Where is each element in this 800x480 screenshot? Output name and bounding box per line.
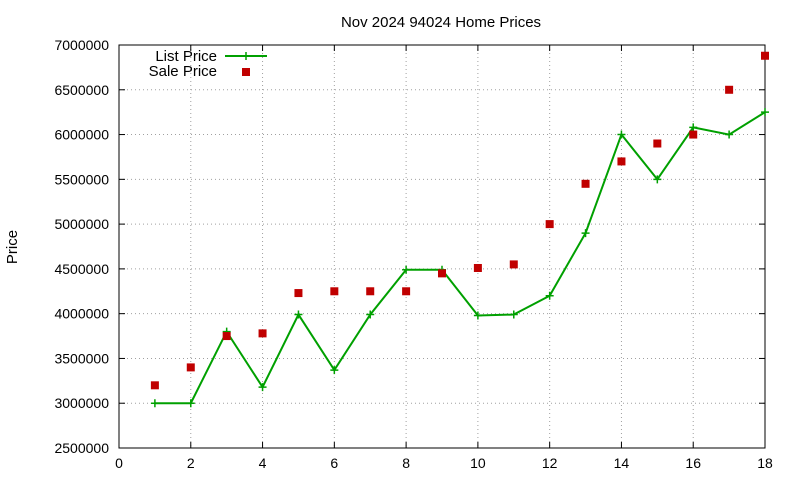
list-price-point: [330, 366, 339, 375]
sale-price-point: [545, 220, 554, 229]
x-tick-label: 8: [402, 455, 410, 471]
sale-price-point: [150, 381, 159, 390]
y-axis-label: Price: [4, 230, 21, 264]
list-price-point: [689, 123, 698, 132]
sale-price-point: [725, 85, 734, 94]
sale-price-point: [330, 287, 339, 296]
list-price-point: [761, 108, 769, 117]
list-price-point: [258, 383, 267, 392]
x-tick-label: 12: [542, 455, 558, 471]
list-price-point: [545, 291, 554, 300]
y-tick-label: 5000000: [54, 216, 109, 232]
x-tick-label: 10: [470, 455, 486, 471]
list-price-point: [186, 399, 195, 408]
sale-price-point: [366, 287, 375, 296]
y-tick-label: 5500000: [54, 171, 109, 187]
y-tick-label: 7000000: [54, 37, 109, 53]
plot-frame: [118, 44, 766, 449]
x-tick-label: 2: [187, 455, 195, 471]
sale-price-point: [689, 130, 698, 139]
y-tick-label: 3500000: [54, 350, 109, 366]
sale-price-point: [294, 289, 303, 298]
legend-sale-price-label: Sale Price: [149, 63, 217, 80]
sale-price-point: [222, 332, 231, 341]
sale-price-point: [258, 329, 267, 338]
y-tick-label: 6500000: [54, 82, 109, 98]
chart-title: Nov 2024 94024 Home Prices: [341, 14, 541, 31]
sale-price-point: [761, 51, 769, 60]
list-price-point: [402, 265, 411, 274]
legend-list-price-label: List Price: [155, 48, 217, 65]
plot-area: [150, 51, 769, 408]
x-tick-label: 16: [685, 455, 701, 471]
list-price-point: [653, 175, 662, 184]
list-price-point: [150, 399, 159, 408]
legend-sale-price-marker: [242, 68, 250, 76]
x-tick-label: 18: [757, 455, 773, 471]
sale-price-point: [617, 157, 626, 166]
sale-price-point: [473, 263, 482, 272]
axes: 0 2 4 6 8 10 12 14 16 18 2500000 3000000 3500000 4000…: [54, 37, 773, 471]
sale-price-point: [438, 269, 446, 278]
x-tick-label: 6: [330, 455, 338, 471]
y-tick-label: 4000000: [54, 306, 109, 322]
y-tick-label: 6000000: [54, 127, 109, 143]
legend-list-price-marker: [242, 52, 250, 60]
list-price-point: [617, 130, 626, 139]
y-tick-label: 3000000: [54, 395, 109, 411]
x-tick-label: 14: [614, 455, 630, 471]
list-price-point: [509, 310, 518, 319]
sale-price-point: [653, 139, 662, 148]
sale-price-point: [581, 179, 590, 188]
sale-price-point: [186, 363, 195, 372]
sale-price-point: [509, 260, 518, 269]
list-price-point: [473, 311, 482, 320]
sale-price-point: [402, 287, 411, 296]
list-price-point: [581, 229, 590, 238]
y-tick-label: 4500000: [54, 261, 109, 277]
list-price-point: [366, 310, 375, 319]
x-tick-label: 4: [259, 455, 267, 471]
list-price-line: [154, 111, 766, 405]
grid: [119, 45, 765, 448]
x-tick-label: 0: [115, 455, 123, 471]
list-price-point: [294, 310, 303, 319]
y-tick-label: 2500000: [54, 440, 109, 456]
list-price-point: [725, 130, 734, 139]
